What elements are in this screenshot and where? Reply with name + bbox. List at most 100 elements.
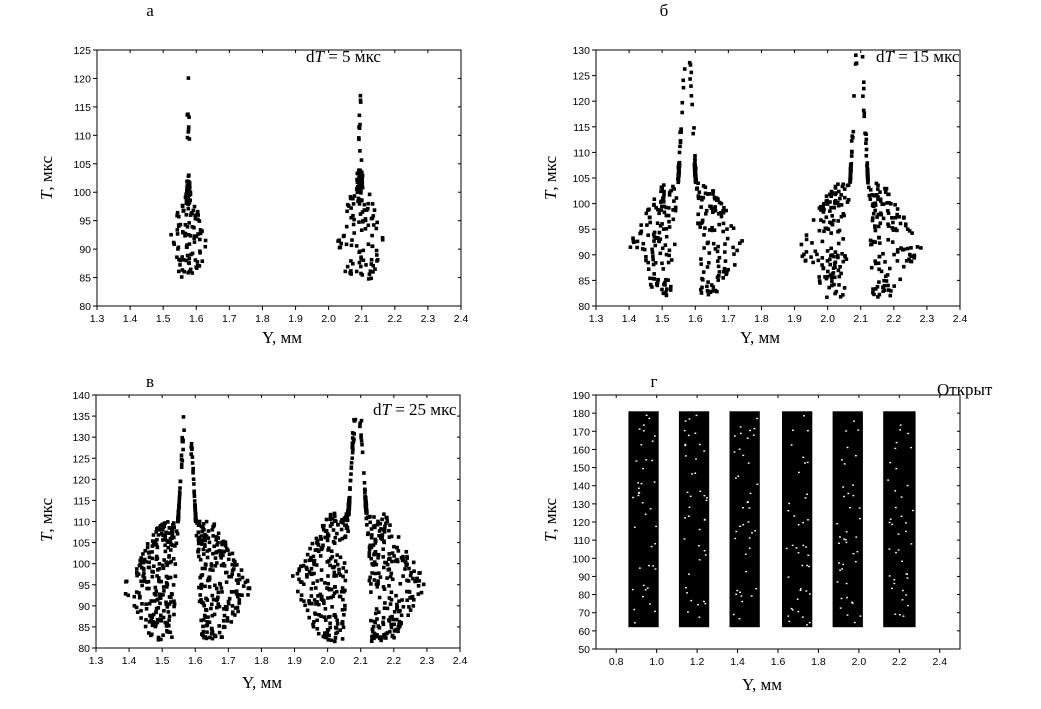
column-gap — [655, 525, 657, 528]
data-point — [382, 635, 387, 640]
data-point — [832, 218, 836, 223]
column-gap — [747, 462, 750, 464]
data-point — [221, 562, 226, 566]
data-point — [377, 626, 382, 630]
data-point — [708, 204, 712, 209]
data-point — [349, 272, 353, 276]
data-point — [837, 189, 841, 194]
data-point — [703, 185, 708, 190]
column-gap — [853, 621, 856, 624]
column-gap — [684, 444, 687, 447]
data-point — [233, 559, 237, 564]
y-axis-label-var: T — [37, 531, 56, 542]
data-point — [165, 605, 170, 609]
y-tick-label: 50 — [578, 644, 590, 656]
data-point — [155, 574, 159, 578]
data-point — [183, 231, 188, 236]
data-point — [155, 556, 160, 561]
column-gap — [910, 446, 912, 449]
data-point — [696, 221, 700, 225]
data-point — [828, 273, 833, 277]
data-point — [882, 278, 886, 283]
data-point — [210, 593, 215, 598]
data-point — [185, 179, 190, 183]
data-point — [326, 574, 330, 578]
column-gap — [791, 544, 794, 547]
data-point — [405, 554, 409, 559]
data-point — [892, 252, 896, 257]
data-point — [339, 241, 343, 246]
data-point — [180, 255, 184, 259]
data-point — [369, 216, 374, 221]
column-gap — [797, 610, 800, 613]
data-point — [354, 269, 359, 274]
data-point — [338, 555, 343, 560]
data-point — [307, 615, 311, 620]
data-point — [376, 552, 381, 557]
data-points — [628, 53, 923, 300]
data-point — [830, 222, 835, 227]
data-point — [660, 287, 664, 292]
x-tick-label: 1.4 — [123, 313, 138, 325]
data-point — [375, 253, 379, 257]
data-point — [876, 295, 880, 299]
data-point — [237, 573, 241, 577]
data-point — [195, 521, 199, 525]
data-point — [919, 246, 923, 250]
column-gap — [688, 506, 691, 508]
data-point — [329, 512, 333, 517]
column-gap — [748, 547, 751, 549]
data-point — [190, 455, 195, 459]
data-point — [832, 282, 836, 287]
data-point — [382, 565, 386, 570]
data-point — [876, 224, 881, 229]
panel-letter: а — [146, 1, 154, 20]
data-point — [652, 277, 657, 281]
column-gap — [637, 494, 640, 497]
data-point — [197, 264, 202, 268]
data-point — [376, 519, 380, 524]
data-point — [669, 188, 673, 193]
column-gap — [740, 595, 743, 597]
x-tick-label: 1.6 — [189, 313, 204, 325]
data-point — [193, 506, 197, 510]
column-gap — [638, 428, 641, 430]
data-point — [652, 239, 656, 243]
data-point — [652, 203, 656, 207]
data-point — [370, 202, 375, 206]
data-point — [692, 164, 697, 169]
data-point — [369, 544, 373, 549]
data-point — [193, 258, 198, 262]
data-point — [325, 538, 330, 543]
data-point — [664, 293, 669, 298]
data-point — [157, 562, 162, 566]
data-point — [215, 543, 219, 547]
annotation: dT = 25 мкс — [373, 400, 457, 419]
data-point — [223, 625, 227, 629]
data-point — [811, 260, 815, 265]
data-point — [366, 515, 371, 520]
data-point — [735, 248, 739, 253]
data-point — [188, 198, 192, 202]
data-point — [705, 284, 709, 289]
data-point — [371, 270, 375, 274]
data-point — [330, 555, 335, 559]
data-point — [864, 147, 869, 152]
data-point — [205, 623, 210, 627]
column-gap — [894, 490, 897, 492]
data-point — [203, 584, 207, 589]
data-point — [169, 548, 173, 552]
data-point — [234, 589, 239, 593]
data-point — [357, 136, 361, 140]
data-point — [194, 533, 199, 538]
data-point — [668, 288, 673, 292]
data-point — [328, 625, 332, 630]
data-point — [372, 515, 376, 519]
column-gap — [905, 530, 907, 533]
column-gap — [853, 420, 855, 422]
data-point — [864, 132, 868, 136]
data-point — [848, 180, 852, 184]
data-point — [836, 200, 840, 205]
data-point — [232, 590, 236, 594]
data-point — [881, 252, 885, 256]
